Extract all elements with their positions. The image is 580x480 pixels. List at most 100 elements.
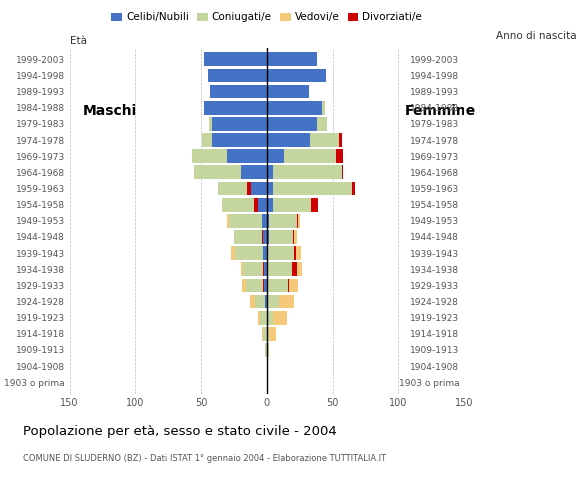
Bar bbox=[267, 166, 273, 179]
Bar bbox=[243, 263, 264, 276]
Bar bbox=[268, 278, 288, 292]
Text: COMUNE DI SLUDERNO (BZ) - Dati ISTAT 1° gennaio 2004 - Elaborazione TUTTITALIA.I: COMUNE DI SLUDERNO (BZ) - Dati ISTAT 1° … bbox=[23, 454, 386, 463]
Bar bbox=[273, 166, 342, 179]
Bar bbox=[267, 343, 270, 357]
Bar bbox=[264, 278, 267, 292]
Bar bbox=[235, 246, 263, 260]
Bar bbox=[211, 85, 267, 98]
Bar bbox=[260, 311, 267, 324]
Bar bbox=[263, 246, 267, 260]
Bar bbox=[297, 214, 298, 228]
Bar bbox=[267, 214, 270, 228]
Bar bbox=[241, 263, 243, 276]
Bar bbox=[267, 263, 268, 276]
Bar bbox=[267, 198, 273, 212]
Bar bbox=[342, 166, 343, 179]
Bar bbox=[227, 214, 229, 228]
Bar bbox=[295, 246, 296, 260]
Text: Femmine: Femmine bbox=[405, 104, 476, 118]
Bar bbox=[208, 69, 267, 82]
Bar bbox=[268, 246, 295, 260]
Bar bbox=[267, 133, 310, 147]
Bar bbox=[310, 133, 339, 147]
Bar bbox=[246, 278, 264, 292]
Bar bbox=[262, 327, 263, 341]
Bar bbox=[229, 214, 262, 228]
Bar bbox=[352, 181, 355, 195]
Bar bbox=[268, 263, 292, 276]
Bar bbox=[263, 327, 267, 341]
Bar bbox=[264, 263, 267, 276]
Bar bbox=[194, 166, 241, 179]
Bar bbox=[202, 133, 212, 147]
Bar bbox=[267, 117, 317, 131]
Bar bbox=[192, 149, 227, 163]
Bar bbox=[336, 149, 343, 163]
Bar bbox=[267, 246, 268, 260]
Bar bbox=[293, 230, 297, 244]
Bar bbox=[278, 295, 295, 309]
Bar bbox=[266, 295, 267, 309]
Bar bbox=[292, 263, 297, 276]
Bar bbox=[263, 230, 267, 244]
Text: Anno di nascita: Anno di nascita bbox=[496, 31, 577, 41]
Bar bbox=[262, 214, 267, 228]
Bar bbox=[234, 230, 263, 244]
Bar bbox=[253, 198, 258, 212]
Bar bbox=[204, 101, 267, 115]
Text: Età: Età bbox=[70, 36, 86, 46]
Bar bbox=[262, 230, 263, 244]
Bar bbox=[311, 198, 318, 212]
Bar bbox=[270, 214, 297, 228]
Bar bbox=[267, 327, 270, 341]
Bar bbox=[295, 246, 301, 260]
Bar bbox=[267, 69, 326, 82]
Bar bbox=[212, 117, 267, 131]
Bar bbox=[241, 166, 267, 179]
Bar bbox=[212, 133, 267, 147]
Bar bbox=[267, 149, 284, 163]
Bar bbox=[218, 181, 251, 195]
Bar bbox=[242, 278, 246, 292]
Bar bbox=[209, 117, 212, 131]
Bar bbox=[222, 198, 258, 212]
Bar bbox=[255, 295, 266, 309]
Bar bbox=[270, 230, 293, 244]
Bar bbox=[284, 149, 336, 163]
Bar bbox=[231, 246, 235, 260]
Text: Maschi: Maschi bbox=[83, 104, 137, 118]
Bar bbox=[258, 311, 260, 324]
Bar bbox=[352, 181, 355, 195]
Bar bbox=[204, 52, 267, 66]
Bar bbox=[267, 230, 270, 244]
Bar bbox=[288, 278, 289, 292]
Bar bbox=[293, 230, 295, 244]
Legend: Celibi/Nubili, Coniugati/e, Vedovi/e, Divorziati/e: Celibi/Nubili, Coniugati/e, Vedovi/e, Di… bbox=[107, 8, 426, 26]
Bar bbox=[266, 343, 267, 357]
Bar bbox=[263, 263, 264, 276]
Bar bbox=[273, 181, 352, 195]
Bar bbox=[342, 166, 343, 179]
Bar bbox=[267, 295, 278, 309]
Bar bbox=[322, 101, 325, 115]
Bar bbox=[267, 181, 273, 195]
Text: Popolazione per età, sesso e stato civile - 2004: Popolazione per età, sesso e stato civil… bbox=[23, 425, 337, 438]
Bar bbox=[267, 278, 268, 292]
Bar bbox=[267, 85, 309, 98]
Bar bbox=[273, 198, 311, 212]
Bar bbox=[270, 327, 276, 341]
Bar bbox=[251, 181, 267, 195]
Bar bbox=[267, 52, 317, 66]
Bar bbox=[288, 278, 298, 292]
Bar bbox=[297, 214, 300, 228]
Bar bbox=[273, 311, 287, 324]
Bar bbox=[258, 198, 267, 212]
Bar bbox=[250, 295, 255, 309]
Bar bbox=[263, 278, 264, 292]
Bar bbox=[267, 311, 273, 324]
Bar bbox=[267, 101, 322, 115]
Bar bbox=[311, 198, 313, 212]
Bar bbox=[247, 181, 251, 195]
Bar bbox=[339, 133, 342, 147]
Bar bbox=[227, 149, 267, 163]
